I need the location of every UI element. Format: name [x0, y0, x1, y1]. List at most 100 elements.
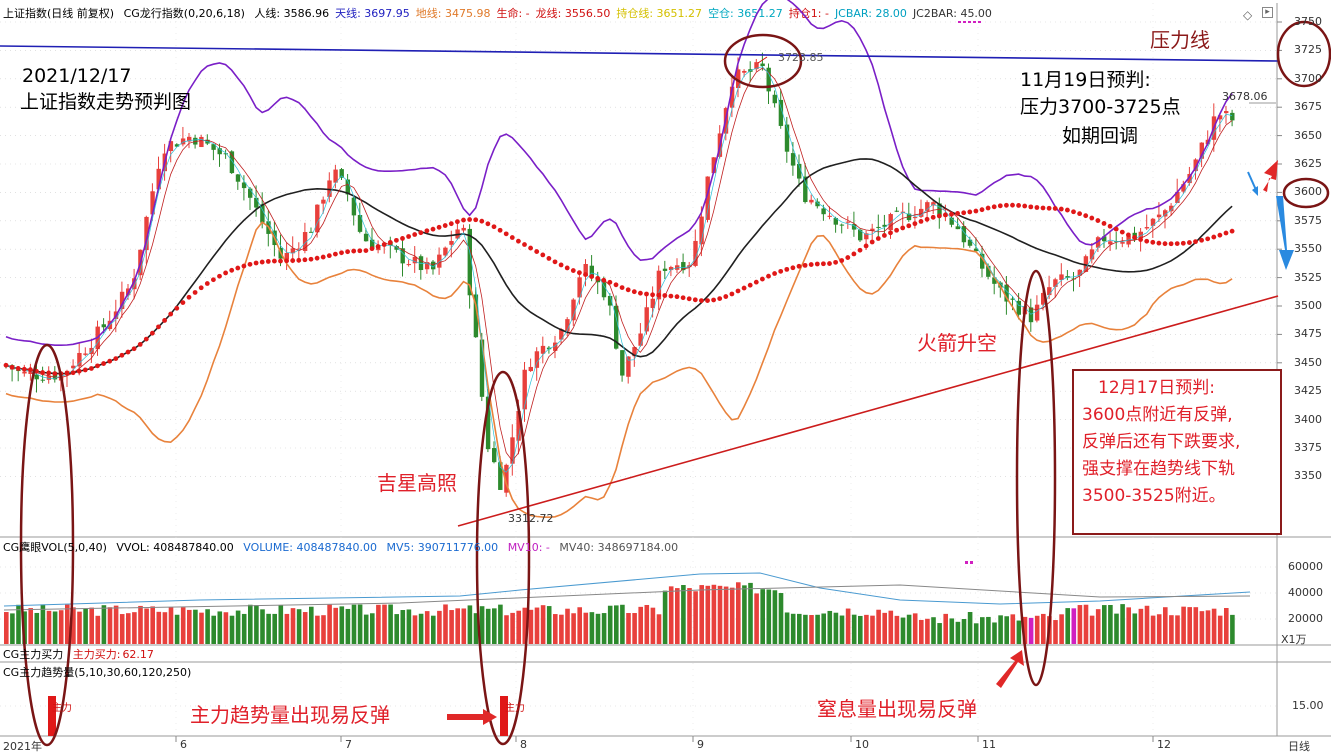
volume-bar	[943, 613, 948, 644]
collapse-icon[interactable]: ▸	[1262, 7, 1273, 18]
fast-ma-line	[5, 66, 1233, 473]
nov-prediction-3: 如期回调	[1062, 125, 1139, 147]
volume-bar	[858, 615, 863, 644]
volume-bar	[851, 614, 857, 644]
volume-bar	[571, 613, 576, 644]
volume-bar	[711, 584, 717, 644]
candle-body	[1138, 231, 1143, 239]
volume-bar	[510, 612, 515, 644]
dragon-line-dot	[711, 297, 716, 303]
dragon-line-dot	[589, 274, 594, 279]
volume-bar	[912, 613, 918, 644]
candle-body	[174, 144, 180, 147]
volume-bar	[461, 608, 467, 644]
volume-bar	[1175, 615, 1180, 644]
volume-bar	[431, 615, 436, 644]
price-tick: 3500	[1294, 299, 1322, 312]
dragon-line-dot	[741, 285, 747, 291]
volume-bar	[479, 606, 485, 644]
dragon-line-dot	[265, 259, 271, 264]
price-tick: 3425	[1294, 384, 1322, 398]
dragon-line-dot	[174, 305, 180, 311]
volume-bar	[1089, 615, 1095, 644]
volume-bar	[46, 610, 52, 644]
dragon-line-dot	[400, 236, 405, 241]
volume-bar	[693, 591, 698, 644]
volume-bar	[144, 608, 149, 644]
volume-bar	[1108, 604, 1113, 644]
candle-body	[986, 265, 991, 277]
dragon-line-dot	[308, 256, 314, 262]
volume-bar	[193, 609, 198, 644]
dragon-line-dot	[156, 324, 161, 330]
volume-bar	[668, 586, 674, 644]
candle-body	[406, 264, 411, 266]
volume-bar	[126, 613, 131, 644]
period-label[interactable]: 日线	[1288, 740, 1310, 753]
candle-body	[577, 277, 582, 298]
dragon-line-dot	[442, 223, 448, 228]
dragon-line-dot	[949, 211, 954, 217]
dragon-line-dot	[778, 268, 784, 274]
volume-bar	[803, 614, 808, 644]
volume-bar	[723, 586, 729, 644]
dragon-line-dot	[845, 255, 851, 260]
volume-bar	[534, 607, 540, 644]
volume-bar	[1224, 608, 1229, 644]
volume-bar	[162, 612, 168, 644]
candle-body	[955, 226, 960, 230]
settings-icon[interactable]: ◇	[1243, 8, 1253, 22]
dragon-line-dot	[558, 262, 564, 268]
candle-body	[528, 366, 533, 372]
dragon-line-dot	[467, 217, 472, 222]
candle-body	[894, 210, 899, 212]
jc-dot	[973, 21, 976, 23]
candle-body	[449, 240, 454, 245]
annotation-date: 2021/12/17	[22, 65, 132, 87]
volume-bar	[449, 610, 454, 644]
dragon-line-dot	[204, 281, 210, 286]
dragon-line-dot	[1205, 236, 1211, 242]
dragon-line-dot	[1174, 241, 1180, 247]
volume-bar	[437, 610, 442, 644]
trend-volume-axis: 15.00	[1292, 699, 1324, 712]
dragon-line-dot	[89, 366, 94, 371]
candle-body	[772, 94, 777, 104]
dragon-line-dot	[1132, 234, 1137, 240]
volume-bar	[772, 590, 778, 644]
dragon-line-dot	[991, 204, 997, 210]
dragon-line-dot	[21, 366, 27, 372]
dragon-line-dot	[1058, 206, 1064, 212]
candle-body	[760, 63, 765, 67]
dragon-line-dot	[680, 295, 686, 301]
candle-body	[144, 216, 149, 251]
volume-bar	[211, 615, 216, 644]
dragon-line-dot	[692, 297, 698, 303]
candle-body	[742, 70, 747, 73]
volume-bar	[284, 613, 290, 644]
lower-band-line	[5, 221, 1233, 519]
candle-body	[949, 217, 954, 225]
volume-bar	[485, 608, 491, 644]
dragon-line-dot	[601, 277, 607, 283]
candle-body	[980, 253, 985, 269]
candle-body	[504, 464, 509, 493]
volume-bar	[504, 615, 509, 644]
volume-bar	[589, 612, 595, 644]
ellipse-marker	[1282, 177, 1330, 209]
dragon-line-dot	[485, 221, 491, 227]
candle-body	[34, 374, 39, 380]
dragon-line-dot	[497, 227, 503, 233]
volume-bar	[1010, 614, 1016, 644]
candle-body	[876, 226, 881, 228]
candle-body	[241, 182, 247, 189]
indicator-name: CG龙行指数(0,20,6,18)	[123, 7, 245, 20]
volume-bar	[199, 612, 204, 644]
dragon-line-dot	[1156, 240, 1162, 246]
dragon-line-dot	[235, 265, 241, 271]
candle-body	[119, 291, 125, 310]
volume-bar	[839, 615, 845, 644]
nov-prediction-1: 11月19日预判:	[1020, 69, 1151, 91]
volume-bar	[736, 582, 741, 644]
